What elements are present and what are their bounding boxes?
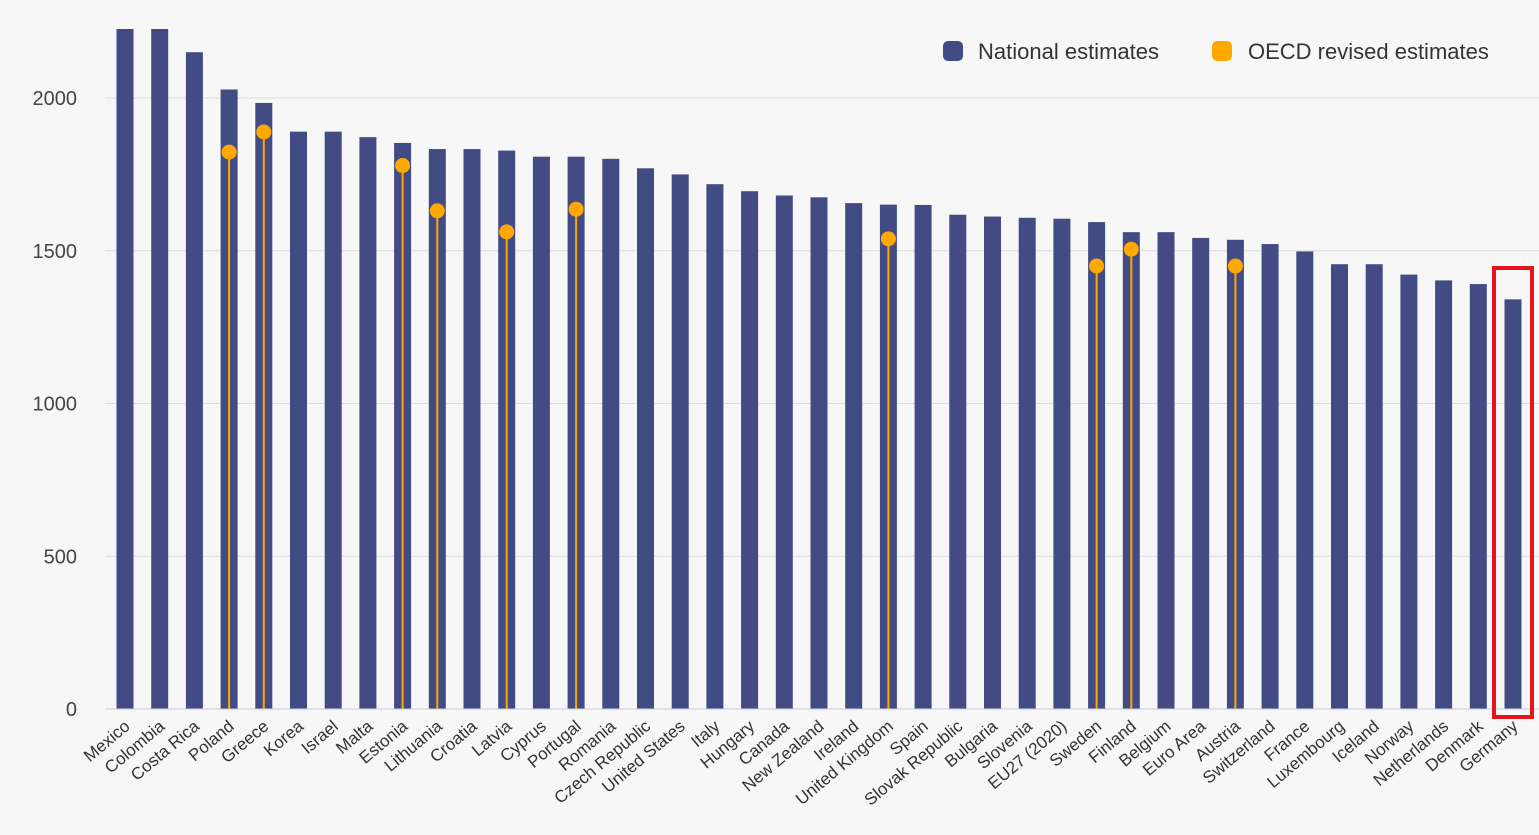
bar-national <box>671 174 689 709</box>
revised-point <box>880 231 896 247</box>
bar-national <box>1435 280 1453 709</box>
revised-point <box>1089 258 1105 274</box>
bar-national <box>1192 237 1210 709</box>
bar-national <box>324 131 342 710</box>
bar-national <box>775 195 793 710</box>
highlight-box <box>1492 266 1534 719</box>
revised-point <box>395 158 411 174</box>
bar-national <box>1469 284 1487 709</box>
bar-national <box>845 203 863 709</box>
bar-national <box>532 156 550 709</box>
revised-point <box>1227 258 1243 274</box>
bar-national <box>914 204 932 709</box>
revised-point <box>1123 241 1139 257</box>
revised-points <box>221 124 1243 709</box>
bar-national <box>1018 217 1036 710</box>
bar-national <box>1400 274 1418 709</box>
bar-national <box>1053 218 1071 710</box>
bar-national <box>984 216 1001 710</box>
y-tick-label: 1000 <box>33 394 78 416</box>
x-category-label: Korea <box>260 716 307 760</box>
bar-national <box>359 137 377 710</box>
bars <box>116 29 1522 710</box>
bar-national <box>151 29 169 709</box>
bar-national <box>741 191 759 710</box>
legend: National estimates OECD revised estimate… <box>943 39 1489 64</box>
y-tick-label: 1500 <box>33 241 78 263</box>
revised-point <box>429 203 445 219</box>
axes: 0 500 1000 1500 2000 <box>33 88 1539 721</box>
bar-national <box>1331 264 1348 709</box>
bar-national <box>706 184 724 709</box>
bar-national <box>1504 299 1522 709</box>
legend-swatch-revised <box>1212 41 1232 61</box>
bar-national <box>1157 232 1175 709</box>
x-category-label: Israel <box>298 717 342 758</box>
bar-national <box>1365 264 1383 709</box>
bar-national <box>116 29 134 709</box>
bar-national <box>1261 244 1279 709</box>
revised-point <box>568 201 584 217</box>
y-tick-label: 500 <box>44 546 77 568</box>
y-tick-label: 0 <box>66 699 77 721</box>
bar-national <box>463 149 481 710</box>
legend-label-revised: OECD revised estimates <box>1248 39 1489 64</box>
bar-national <box>810 197 828 709</box>
legend-swatch-national <box>943 41 963 61</box>
bar-national <box>949 214 967 710</box>
bar-national <box>602 158 620 709</box>
bar-national <box>290 131 307 710</box>
bar-national <box>185 52 203 709</box>
revised-point <box>256 124 272 140</box>
bar-national <box>637 168 654 709</box>
legend-label-national: National estimates <box>978 39 1159 64</box>
y-tick-label: 2000 <box>33 88 78 110</box>
bar-national <box>1296 251 1314 709</box>
revised-point <box>221 144 237 160</box>
highlight <box>1492 266 1534 719</box>
revised-point <box>499 224 515 240</box>
